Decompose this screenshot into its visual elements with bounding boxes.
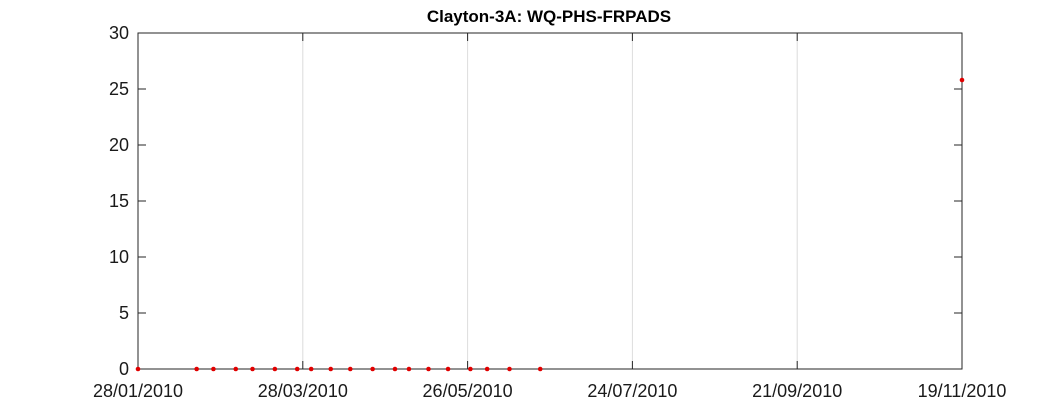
grid-lines [137,33,963,369]
data-point [272,366,278,372]
plot-frame [137,32,963,370]
data-point [294,366,300,372]
data-point [250,366,255,372]
data-point [347,366,353,372]
data-point [392,366,398,372]
axis-ticks: 28/01/2010 28/03/2010 26/05/2010 24/07/2010… [93,23,1006,401]
data-point [426,366,431,372]
chart-title: Clayton-3A: WQ-PHS-FRPADS [427,7,671,26]
data-point [328,366,334,372]
data-point [445,366,451,372]
data-point [959,77,965,83]
data-point [406,366,412,372]
data-point [484,366,490,372]
y-tick-label: 25 [109,79,129,99]
data-point [370,366,375,372]
y-tick-label: 15 [109,191,129,211]
data-point [233,366,239,372]
y-tick-label: 30 [109,23,129,43]
x-tick-label: 28/03/2010 [258,381,348,401]
x-tick-label: 28/01/2010 [93,381,183,401]
x-tick-label: 26/05/2010 [423,381,513,401]
data-point [537,366,543,372]
y-tick-label: 0 [119,359,129,379]
data-point [468,366,473,372]
data-point [308,366,314,372]
data-points [135,77,965,372]
data-point [507,366,512,372]
x-tick-label: 21/09/2010 [752,381,842,401]
y-tick-label: 20 [109,135,129,155]
x-tick-label: 24/07/2010 [587,381,677,401]
data-point [194,366,199,372]
y-tick-label: 5 [119,303,129,323]
data-point [211,366,216,372]
y-tick-label: 10 [109,247,129,267]
x-tick-label: 19/11/2010 [918,381,1007,401]
data-point [135,366,141,372]
